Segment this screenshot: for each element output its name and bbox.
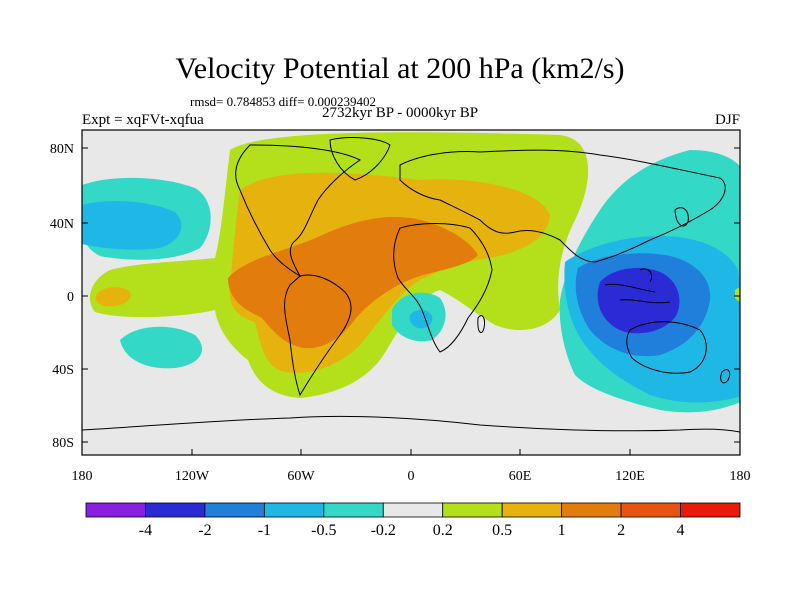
contour-positive-small-pacific xyxy=(95,287,131,307)
colorbar-swatch xyxy=(85,502,146,518)
coast-north-america xyxy=(235,144,361,278)
colorbar-swatch xyxy=(323,502,384,518)
coastlines xyxy=(82,137,740,433)
colorbar-label: -0.2 xyxy=(371,522,396,539)
colorbar-swatch xyxy=(145,502,206,518)
colorbar-swatch xyxy=(204,502,265,518)
coast-greenland xyxy=(329,137,391,181)
chart-title: Velocity Potential at 200 hPa (km2/s) xyxy=(175,52,625,85)
colorbar-label: 0.5 xyxy=(492,522,512,539)
colorbar-swatch xyxy=(620,502,681,518)
colorbar-label: 0.2 xyxy=(433,522,453,539)
lat-label: 80S xyxy=(52,436,74,451)
experiment-label: Expt = xqFVt-xqfua xyxy=(82,112,204,128)
lon-label: 60E xyxy=(509,469,532,484)
contour-negative-spacific xyxy=(120,326,203,369)
lon-label: 120W xyxy=(175,469,210,484)
lon-label: 180 xyxy=(730,469,751,484)
coast-antarctica xyxy=(82,415,740,433)
lon-axis: 180 120W 60W 0 60E 120E 180 xyxy=(72,449,751,484)
lat-label: 40S xyxy=(52,363,74,378)
coast-eurasia xyxy=(399,149,726,263)
lon-label: 60W xyxy=(287,469,315,484)
contour-negative-eastedge xyxy=(735,287,740,302)
contour-negative-npacific-core xyxy=(82,200,182,250)
lat-label: 0 xyxy=(67,290,74,305)
coast-new-zealand xyxy=(720,369,731,384)
lon-label: 120E xyxy=(615,469,645,484)
colorbar-swatch xyxy=(501,502,563,518)
colorbar-label: -4 xyxy=(139,522,152,539)
coast-australia xyxy=(626,321,707,374)
lat-label: 40N xyxy=(50,217,74,232)
coast-japan xyxy=(674,207,689,227)
colorbar-swatch xyxy=(382,502,444,518)
coast-south-america xyxy=(284,274,352,397)
stats-text: rmsd= 0.784853 diff= 0.000239402 xyxy=(190,94,376,109)
coast-africa xyxy=(393,223,493,353)
lat-axis: 80N 40N 0 40S 80S xyxy=(50,142,740,451)
season-label: DJF xyxy=(714,112,740,128)
colorbar: -4 -2 -1 -0.5 -0.2 0.2 0.5 1 2 4 xyxy=(85,502,741,539)
period-label: 2732kyr BP - 0000kyr BP xyxy=(322,105,479,121)
colorbar-label: -1 xyxy=(258,522,271,539)
contour-field xyxy=(82,130,740,455)
colorbar-label: 1 xyxy=(558,522,566,539)
colorbar-swatch xyxy=(263,502,325,518)
lat-label: 80N xyxy=(50,142,74,157)
colorbar-label: 2 xyxy=(617,522,625,539)
coast-maritime xyxy=(604,268,671,304)
coast-madagascar xyxy=(477,315,485,334)
colorbar-swatch xyxy=(561,502,622,518)
lon-label: 180 xyxy=(72,469,93,484)
colorbar-swatch xyxy=(442,502,503,518)
lon-label: 0 xyxy=(408,469,415,484)
colorbar-label: -0.5 xyxy=(311,522,336,539)
colorbar-swatch xyxy=(680,502,741,518)
colorbar-label: -2 xyxy=(198,522,211,539)
colorbar-label: 4 xyxy=(677,522,685,539)
